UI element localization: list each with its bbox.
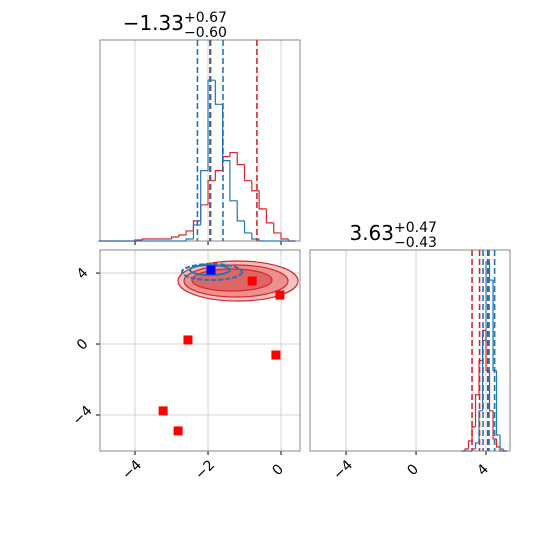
- histogram-step: [258, 238, 267, 242]
- title-lower: −0.43: [394, 235, 437, 251]
- histogram-step: [243, 164, 252, 182]
- scatter-point: [158, 406, 168, 416]
- axes-frame: [99, 39, 301, 242]
- histogram-step: [214, 170, 223, 181]
- title-lower: −0.60: [184, 25, 227, 41]
- histogram-step: [185, 230, 194, 235]
- scatter-point: [183, 335, 193, 345]
- x-tick-label: 4: [474, 461, 492, 479]
- axes-frame: [309, 249, 511, 452]
- histogram-step: [280, 232, 289, 240]
- histogram-step: [467, 440, 473, 449]
- x-tick-label: −4: [119, 457, 145, 483]
- histogram-step: [200, 170, 209, 225]
- histogram-step: [207, 180, 216, 205]
- histogram-step: [488, 370, 494, 412]
- histogram-step: [141, 238, 150, 240]
- histogram-step: [492, 410, 497, 440]
- y-tick-label: −4: [70, 403, 96, 429]
- axes-frame: [99, 249, 301, 452]
- histogram-step: [170, 236, 179, 239]
- histogram-step: [265, 208, 274, 224]
- scatter-point: [206, 265, 216, 275]
- histogram-step: [229, 151, 238, 157]
- scatter-point: [173, 426, 183, 436]
- scatter-point: [275, 290, 285, 300]
- histogram-step: [178, 234, 187, 237]
- histogram-step: [464, 448, 469, 451]
- panel-title: −1.33: [123, 11, 184, 35]
- histogram-step: [229, 160, 238, 202]
- x-tick-label: −2: [192, 457, 218, 483]
- panel-title: 3.63: [349, 221, 394, 245]
- histogram-step: [502, 448, 508, 452]
- histogram-step: [236, 200, 245, 222]
- contour: [189, 264, 231, 276]
- histogram-step: [474, 394, 480, 427]
- histogram-step: [185, 238, 194, 241]
- contour: [191, 268, 273, 292]
- histogram-step: [251, 180, 260, 192]
- scatter-point: [247, 276, 257, 286]
- x-tick-label: 0: [404, 461, 422, 479]
- scatter-point: [271, 350, 281, 360]
- histogram-step: [273, 222, 282, 234]
- histogram-step: [214, 80, 223, 105]
- y-tick-label: 4: [74, 265, 92, 283]
- x-tick-label: −4: [330, 457, 356, 483]
- contour: [181, 263, 243, 281]
- histogram-step: [488, 262, 494, 281]
- histogram-step: [251, 232, 260, 240]
- mark-layer: −1.33 +0.67−0.60 −4 −2 0 −4 0 4 −4 0 4 3.63 +0.47−0.…: [70, 10, 511, 483]
- x-tick-label: 0: [269, 461, 287, 479]
- histogram-step: [236, 152, 245, 166]
- y-tick-label: 0: [74, 336, 92, 354]
- title-upper: +0.67: [184, 10, 227, 26]
- histogram-step: [495, 438, 501, 448]
- histogram-step: [207, 79, 216, 171]
- histogram-step: [474, 442, 480, 449]
- histogram-step: [192, 224, 201, 239]
- histogram-step: [258, 190, 267, 210]
- histogram-step: [495, 370, 501, 436]
- histogram-step: [499, 434, 504, 450]
- histogram-step: [243, 220, 252, 234]
- histogram-step: [200, 204, 209, 221]
- title-upper: +0.47: [394, 220, 437, 236]
